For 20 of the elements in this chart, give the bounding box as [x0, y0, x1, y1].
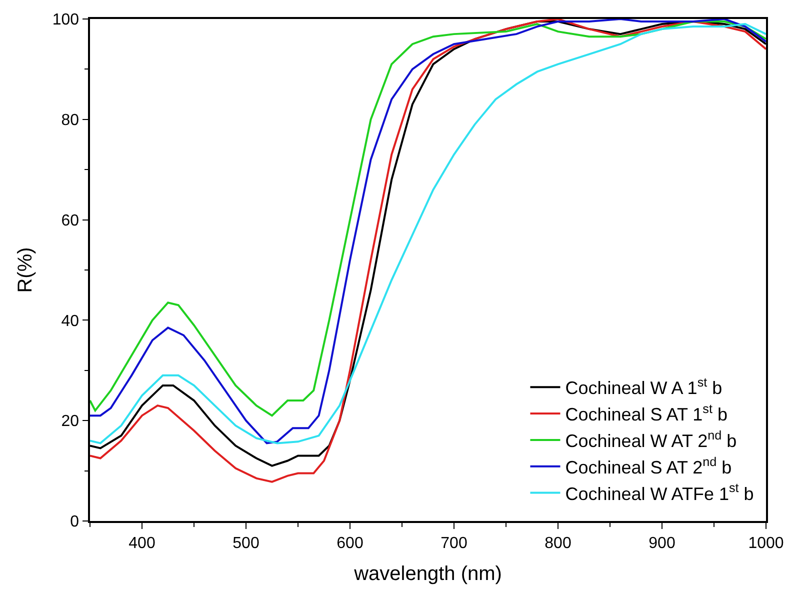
y-tick-label: 40 — [61, 312, 80, 330]
legend-label: Cochineal W AT 2$^{nd}$ b — [565, 428, 737, 451]
y-tick-label: 60 — [61, 212, 80, 230]
legend-label: Cochineal S AT 2$^{nd}$ b — [565, 454, 732, 478]
x-tick-label: 800 — [544, 534, 572, 552]
x-tick-label: 900 — [648, 534, 676, 552]
y-tick-label: 100 — [52, 12, 80, 29]
y-tick-label: 20 — [61, 413, 80, 430]
x-tick-label: 1000 — [748, 534, 784, 552]
legend-label: Cochineal S AT 1$^{st}$ b — [565, 402, 728, 425]
x-axis-title: wavelength (nm) — [353, 562, 502, 585]
y-axis-title: R(%) — [14, 247, 36, 293]
y-tick-label: 80 — [61, 112, 80, 129]
legend-label: Cochineal W A 1$^{st}$ b — [565, 376, 722, 398]
legend-label: Cochineal W ATFe 1$^{st}$ b — [565, 481, 754, 504]
x-tick-label: 700 — [440, 534, 468, 552]
x-tick-label: 600 — [336, 534, 364, 552]
x-tick-label: 500 — [232, 534, 260, 552]
x-tick-label: 400 — [128, 534, 156, 552]
y-tick-label: 0 — [70, 514, 80, 531]
